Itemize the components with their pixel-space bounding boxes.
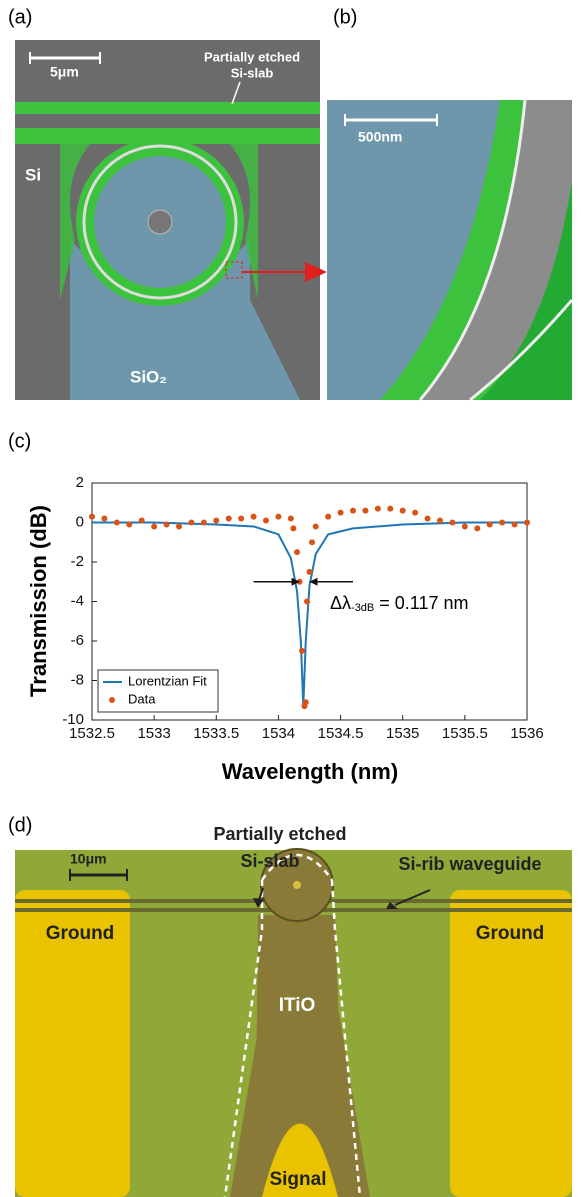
scale-label: 10μm [70,851,107,867]
data-point [164,521,170,527]
x-tick-label: 1535 [386,725,419,742]
annotation: Partially etched [213,824,346,844]
annotation-sub: -3dB [351,602,374,614]
data-point [325,514,331,520]
data-point [313,523,319,529]
data-point [307,569,313,575]
data-point [139,518,145,524]
data-point [226,516,232,522]
x-tick-label: 1533 [137,725,170,742]
data-point [524,520,530,526]
data-point [114,520,120,526]
data-point [474,525,480,531]
y-tick-label: -6 [71,632,84,649]
data-point [437,518,443,524]
panel-label: (d) [8,814,32,836]
sem-image-b [327,100,572,400]
data-point [462,523,468,529]
y-tick-label: 2 [76,474,84,491]
data-point [238,516,244,522]
data-point [303,699,309,705]
data-point [350,508,356,514]
scale-label: 500nm [358,129,402,145]
data-point [512,521,518,527]
x-tick-label: 1534.5 [318,725,364,742]
data-point [362,508,368,514]
y-tick-label: -2 [71,553,84,570]
data-point [263,518,269,524]
electrode-label: Ground [476,923,545,944]
annotation: Partially etched [204,49,300,64]
annotation-main: Δλ [330,593,351,613]
data-point [304,599,310,605]
data-point [151,523,157,529]
legend-label: Lorentzian Fit [128,673,207,688]
annotation: Si-slab [240,851,299,871]
data-point [375,506,381,512]
electrode-label: Signal [269,1169,326,1190]
y-tick-label: -10 [62,711,84,728]
data-point [89,514,95,520]
legend-label: Data [128,691,156,706]
data-point [400,508,406,514]
y-tick-label: -4 [71,592,84,609]
y-axis-title: Transmission (dB) [26,505,51,697]
data-point [294,549,300,555]
panel-label: (b) [333,6,357,28]
annotation-rest: = 0.117 nm [374,593,468,613]
data-point [213,518,219,524]
data-point [487,521,493,527]
material-label: ITiO [279,995,316,1016]
x-tick-label: 1533.5 [193,725,239,742]
y-tick-label: -8 [71,671,84,688]
data-point [188,520,194,526]
x-tick-label: 1536 [510,725,543,742]
figure: (a) (b) (c) (d) 5μm Partially etched Si-… [0,0,581,1197]
x-tick-label: 1535.5 [442,725,488,742]
data-point [101,516,107,522]
y-tick-label: 0 [76,513,84,530]
data-point [275,514,281,520]
annotation: Si-slab [231,65,274,80]
x-tick-label: 1534 [262,725,295,742]
panel-label: (a) [8,6,32,28]
data-point [126,521,132,527]
legend-marker [109,697,115,703]
data-point [288,516,294,522]
data-point [176,523,182,529]
panel-label: (c) [8,430,31,452]
sem-image-a [15,40,327,400]
material-label: SiO₂ [130,367,167,386]
x-axis-title: Wavelength (nm) [222,759,398,784]
annotation: Si-rib waveguide [398,854,541,874]
data-point [412,510,418,516]
annotation: Δλ-3dB = 0.117 nm [330,593,469,614]
optical-image-d [15,849,572,1197]
chart: Transmission (dB) Wavelength (nm) Δλ-3dB… [26,474,544,784]
data-point [299,648,305,654]
data-point [309,539,315,545]
scale-label: 5μm [50,64,79,80]
data-point [201,520,207,526]
data-point [425,516,431,522]
data-point [449,520,455,526]
electrode-label: Ground [46,923,115,944]
data-point [338,510,344,516]
data-point [387,506,393,512]
data-point [290,525,296,531]
data-point [251,514,257,520]
data-point [499,520,505,526]
material-label: Si [25,165,41,184]
